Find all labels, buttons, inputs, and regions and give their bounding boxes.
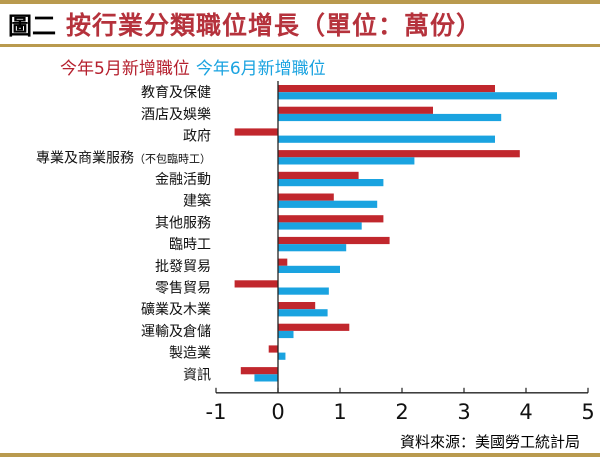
top-rule <box>0 0 600 4</box>
bottom-rule <box>0 453 600 457</box>
bar-may-13 <box>240 367 278 375</box>
x-tick-label-6: 5 <box>581 400 594 424</box>
x-tick-label-1: 0 <box>271 400 284 424</box>
category-label-2: 政府 <box>183 129 211 145</box>
bar-may-6 <box>278 215 384 223</box>
x-tick-label-4: 3 <box>457 400 470 424</box>
bar-jun-11 <box>278 330 294 339</box>
bar-jun-4 <box>278 179 384 187</box>
bar-jun-6 <box>278 222 362 230</box>
bar-jun-0 <box>278 92 557 100</box>
bar-may-8 <box>278 258 288 266</box>
bar-may-5 <box>278 193 334 201</box>
x-tick-label-5: 4 <box>519 400 532 424</box>
bar-jun-9 <box>278 287 329 295</box>
bar-jun-7 <box>278 244 347 252</box>
legend-may: 今年5月新增職位 <box>60 59 190 79</box>
bar-may-2 <box>234 128 278 136</box>
x-tick-label-2: 1 <box>333 400 346 424</box>
source-note: 資料來源：美國勞工統計局 <box>399 433 580 451</box>
bar-jun-1 <box>278 113 502 122</box>
category-label-11: 運輸及倉儲 <box>141 324 211 340</box>
bar-may-3 <box>278 150 520 158</box>
title-rule <box>0 44 600 47</box>
bar-may-10 <box>278 302 316 310</box>
bar-jun-3 <box>278 157 415 165</box>
bar-may-12 <box>268 345 278 353</box>
category-label-10: 礦業及木業 <box>141 301 211 318</box>
category-label-9: 零售貿易 <box>155 281 211 297</box>
category-label-7: 臨時工 <box>169 237 211 253</box>
category-label-8: 批發貿易 <box>155 259 211 275</box>
category-label-3: 專業及商業服務（不包臨時工） <box>36 150 211 166</box>
category-label-5: 建築 <box>183 194 211 210</box>
legend: 今年5月新增職位 今年6月新增職位 <box>60 54 326 79</box>
bar-may-4 <box>278 171 359 179</box>
bar-may-0 <box>278 85 495 93</box>
legend-jun: 今年6月新增職位 <box>195 59 326 79</box>
x-tick-label-3: 2 <box>395 400 408 424</box>
bar-jun-8 <box>278 265 340 273</box>
bar-may-11 <box>278 323 350 331</box>
category-label-0: 教育及保健 <box>141 85 211 101</box>
category-label-1: 酒店及娛樂 <box>141 106 211 123</box>
x-tick-label-0: -1 <box>206 400 227 424</box>
bar-jun-13 <box>254 374 278 382</box>
bar-jun-5 <box>278 200 378 208</box>
category-label-6: 其他服務 <box>155 215 211 231</box>
figure-number: 圖二 <box>8 12 56 40</box>
bar-may-7 <box>278 236 390 245</box>
bar-jun-10 <box>278 309 328 317</box>
category-label-4: 金融活動 <box>155 172 211 188</box>
bar-may-9 <box>234 280 278 288</box>
chart-title: 按行業分類職位增長（單位：萬份） <box>66 11 483 40</box>
bar-may-1 <box>278 106 433 114</box>
category-label-13: 資訊 <box>183 367 211 383</box>
category-label-12: 製造業 <box>169 346 211 362</box>
bar-jun-2 <box>278 135 495 143</box>
bar-jun-12 <box>278 352 286 360</box>
chart-header: 圖二 按行業分類職位增長（單位：萬份） <box>8 6 482 42</box>
